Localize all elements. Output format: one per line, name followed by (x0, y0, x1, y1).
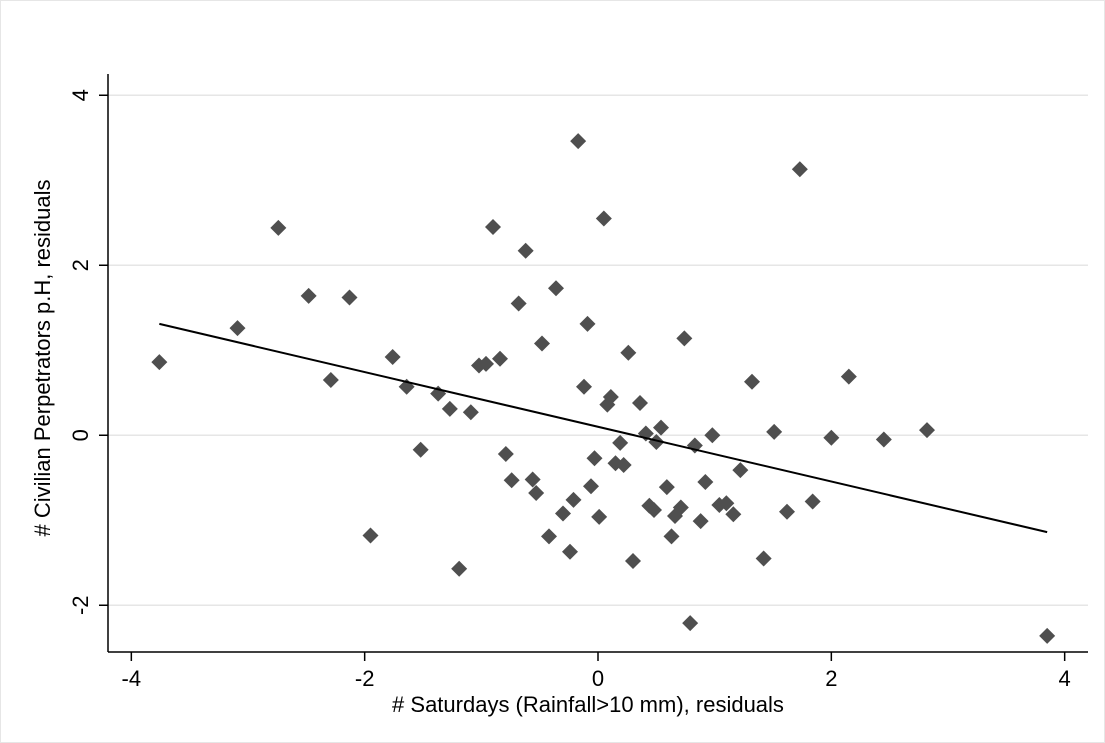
data-point (612, 434, 629, 451)
data-point (704, 427, 721, 444)
data-point (322, 372, 339, 388)
data-point (384, 349, 401, 366)
data-point (615, 457, 632, 473)
data-point (562, 543, 578, 560)
data-point (648, 434, 665, 451)
data-point (510, 295, 527, 312)
data-point (595, 210, 612, 227)
data-point (555, 505, 571, 522)
data-point (591, 508, 608, 525)
data-point (570, 133, 587, 150)
data-point (919, 422, 935, 439)
x-tick-label: 0 (592, 666, 604, 691)
y-tick-label: -2 (68, 595, 93, 615)
data-point (632, 394, 648, 411)
data-point (362, 527, 379, 544)
axes: -4 -2 0 2 4 -2 0 2 4 (68, 74, 1088, 691)
x-tick-label: -2 (355, 666, 375, 691)
x-tick-label: 2 (825, 666, 837, 691)
data-point (875, 431, 892, 448)
data-point (791, 161, 808, 178)
data-point (840, 368, 857, 385)
data-point (503, 472, 520, 489)
data-point (548, 280, 564, 297)
data-point (658, 479, 675, 496)
x-tick-label: 4 (1059, 666, 1071, 691)
data-point (492, 350, 508, 367)
fit-line-group (159, 322, 1048, 534)
data-point (732, 462, 749, 479)
data-point (766, 423, 783, 440)
data-point (672, 499, 689, 516)
data-point (692, 513, 709, 530)
data-point (300, 287, 317, 304)
data-point (653, 419, 669, 436)
data-point (586, 450, 603, 467)
data-point (625, 553, 641, 570)
y-tick-label: 2 (68, 259, 93, 271)
data-point (602, 389, 619, 405)
data-point (412, 441, 429, 458)
x-tick-label: -4 (122, 666, 142, 691)
data-point (270, 219, 287, 236)
data-point (779, 503, 795, 520)
data-point (823, 429, 840, 446)
data-point (462, 404, 479, 421)
data-point (755, 550, 772, 567)
data-points (151, 133, 1056, 644)
data-point (744, 373, 760, 390)
x-axis-title: # Saturdays (Rainfall>10 mm), residuals (392, 692, 784, 717)
data-point (565, 491, 582, 508)
data-point (804, 493, 821, 510)
fit-line (159, 322, 1048, 534)
data-point (576, 378, 592, 395)
data-point (1039, 627, 1056, 644)
data-point (485, 219, 501, 235)
data-point (697, 474, 714, 490)
data-point (151, 354, 168, 371)
data-point (478, 355, 494, 372)
data-point (497, 445, 514, 462)
data-point (441, 400, 458, 417)
data-point (646, 502, 662, 519)
data-point (663, 528, 680, 545)
data-point (676, 330, 693, 347)
data-point (725, 506, 742, 523)
data-point (541, 528, 557, 545)
data-point (528, 485, 545, 502)
data-point (534, 335, 550, 352)
data-point (579, 315, 596, 332)
y-axis-title: # Civilian Perpetrators p.H, residuals (30, 179, 55, 536)
data-point (718, 495, 735, 512)
data-point (583, 478, 599, 495)
data-point (524, 471, 541, 488)
data-point (229, 320, 246, 337)
data-point (682, 615, 699, 632)
grid-lines (108, 94, 1088, 606)
y-tick-label: 0 (68, 429, 93, 441)
data-point (451, 560, 468, 577)
data-point (517, 242, 534, 259)
data-point (341, 289, 358, 306)
y-tick-label: 4 (68, 89, 93, 101)
data-point (620, 344, 637, 361)
